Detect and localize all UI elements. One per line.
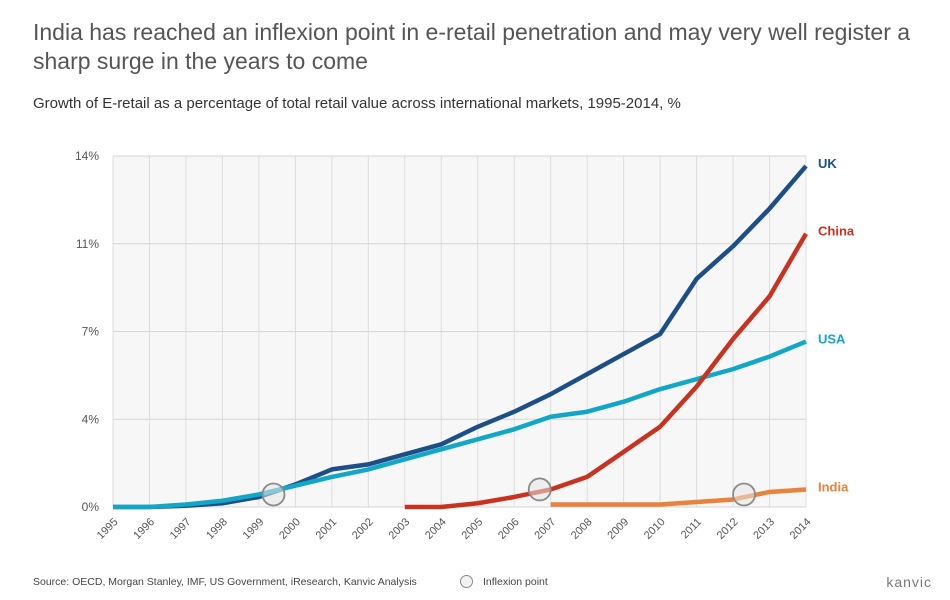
x-tick-label: 2006 [496, 516, 522, 542]
x-tick-label: 2007 [532, 516, 558, 542]
y-tick-label: 11% [76, 237, 99, 251]
inflexion-point-marker [527, 477, 552, 502]
y-tick-label: 4% [82, 412, 100, 426]
inflexion-point-marker [732, 482, 756, 507]
series-label-usa: USA [818, 332, 846, 347]
chart-title: India has reached an inflexion point in … [33, 19, 911, 74]
x-tick-label: 2011 [679, 516, 704, 541]
x-tick-label: 2008 [569, 516, 595, 542]
x-tick-label: 2009 [605, 516, 631, 542]
brand-logo: kanvic [886, 574, 932, 590]
series-label-china: China [818, 224, 855, 239]
x-tick-label: 2010 [642, 516, 668, 542]
x-tick-label: 2014 [788, 516, 814, 542]
x-tick-label: 2003 [387, 516, 413, 542]
x-tick-label: 1998 [204, 516, 230, 542]
x-tick-label: 2012 [715, 516, 741, 542]
series-label-uk: UK [818, 156, 837, 171]
series-label-india: India [818, 479, 849, 494]
series-line-china [404, 232, 808, 510]
x-tick-label: 2004 [423, 516, 449, 542]
x-tick-label: 1999 [241, 516, 267, 542]
inflexion-legend: Inflexion point [460, 575, 548, 588]
y-tick-label: 14% [75, 149, 99, 163]
series-line-india [550, 487, 807, 507]
x-tick-label: 1997 [168, 516, 194, 542]
chart-subtitle: Growth of E-retail as a percentage of to… [33, 95, 681, 112]
x-tick-label: 2005 [460, 516, 486, 542]
x-tick-label: 2002 [350, 516, 376, 542]
series-line-usa [113, 339, 807, 510]
source-note: Source: OECD, Morgan Stanley, IMF, US Go… [33, 576, 417, 588]
y-tick-label: 7% [82, 325, 100, 339]
x-tick-label: 1996 [131, 516, 157, 542]
x-tick-label: 2001 [314, 516, 340, 542]
series-line-uk [113, 164, 808, 510]
x-tick-label: 2000 [277, 516, 303, 542]
inflexion-point-marker [261, 482, 286, 507]
inflexion-legend-icon [460, 575, 473, 588]
y-tick-label: 0% [82, 500, 100, 514]
inflexion-legend-label: Inflexion point [483, 575, 548, 588]
x-tick-label: 1995 [95, 516, 121, 542]
x-tick-label: 2013 [751, 516, 777, 542]
